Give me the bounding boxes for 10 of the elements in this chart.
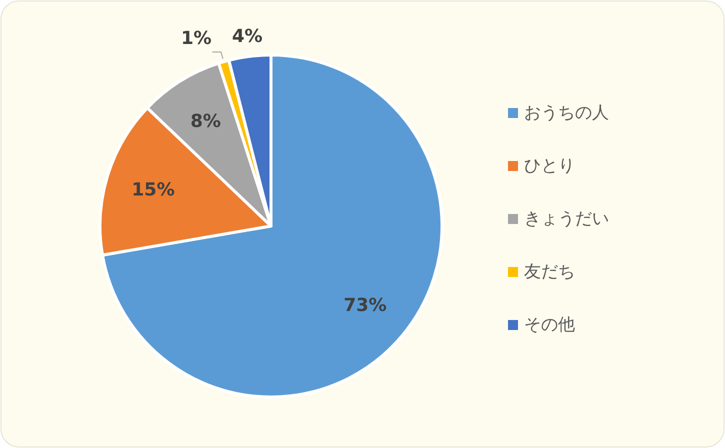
legend-label: その他 [524,315,575,335]
data-label: 15% [132,180,175,201]
data-label: 73% [344,294,387,316]
data-label: 1% [180,28,212,49]
data-label: 8% [190,111,221,132]
legend-label: 友だち [524,262,575,282]
legend-label: きょうだい [524,209,609,229]
legend-label: おうちの人 [524,103,609,123]
legend-label: ひとり [524,156,575,176]
data-label: 4% [232,26,263,47]
